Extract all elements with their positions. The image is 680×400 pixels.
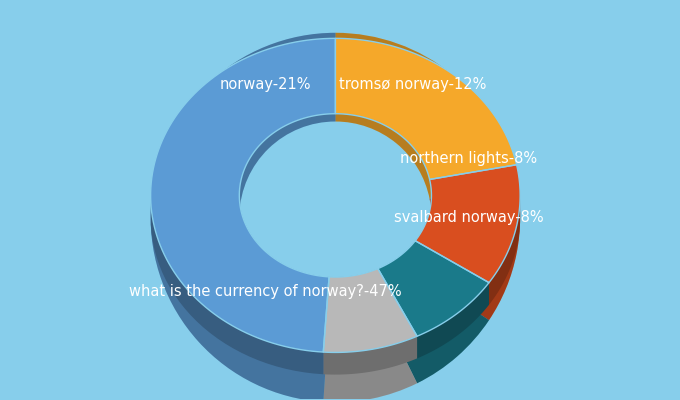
Polygon shape — [489, 196, 520, 305]
Wedge shape — [335, 33, 517, 199]
Wedge shape — [151, 33, 335, 400]
Text: norway-21%: norway-21% — [220, 77, 311, 92]
Polygon shape — [151, 38, 335, 352]
Wedge shape — [378, 271, 489, 383]
Text: what is the currency of norway?-47%: what is the currency of norway?-47% — [129, 284, 401, 299]
Polygon shape — [335, 38, 517, 180]
Polygon shape — [239, 199, 329, 299]
Text: northern lights-8%: northern lights-8% — [400, 151, 537, 166]
Polygon shape — [378, 241, 489, 336]
Polygon shape — [415, 196, 431, 263]
Polygon shape — [323, 269, 417, 352]
Polygon shape — [329, 269, 378, 299]
Polygon shape — [378, 241, 415, 291]
Wedge shape — [335, 33, 517, 199]
Polygon shape — [323, 336, 417, 374]
Text: svalbard norway-8%: svalbard norway-8% — [394, 210, 543, 225]
Polygon shape — [417, 283, 489, 358]
Wedge shape — [151, 33, 335, 400]
Wedge shape — [323, 304, 417, 400]
Wedge shape — [378, 271, 489, 383]
Text: tromsø norway-12%: tromsø norway-12% — [339, 77, 487, 92]
Polygon shape — [151, 202, 323, 374]
Wedge shape — [323, 304, 417, 400]
Wedge shape — [415, 182, 520, 320]
Wedge shape — [415, 182, 520, 320]
Polygon shape — [415, 165, 520, 283]
